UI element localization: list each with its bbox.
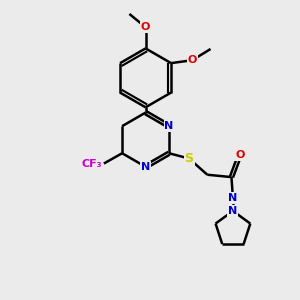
Text: N: N (228, 193, 238, 203)
Text: N: N (164, 121, 174, 131)
Text: O: O (141, 22, 150, 32)
Text: N: N (141, 162, 150, 172)
Text: S: S (184, 152, 194, 165)
Text: N: N (228, 206, 238, 216)
Text: CF₃: CF₃ (82, 158, 102, 169)
Text: O: O (188, 55, 197, 65)
Text: O: O (235, 150, 244, 160)
